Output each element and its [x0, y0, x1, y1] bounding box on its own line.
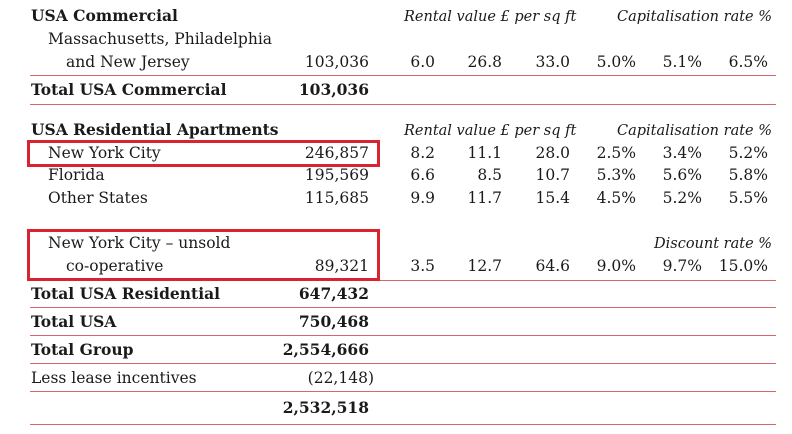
- discount-rate-header: Discount rate %: [654, 236, 773, 252]
- rate-low: 2.5%: [596, 144, 636, 162]
- row-label-line2: co-operative: [66, 257, 164, 275]
- row-label-line1: Massachusetts, Philadelphia: [48, 30, 273, 48]
- divider: [30, 363, 776, 364]
- rent-mid: 11.1: [467, 144, 502, 162]
- rental-value-header: Rental value £ per sq ft: [404, 9, 577, 25]
- rate-mid: 5.6%: [662, 166, 702, 184]
- total-value: 647,432: [298, 284, 369, 303]
- divider: [30, 104, 776, 105]
- divider: [30, 307, 776, 308]
- total-group-value: 2,554,666: [282, 340, 369, 359]
- total-label: Total USA Residential: [31, 284, 221, 303]
- total-value: 103,036: [298, 80, 369, 99]
- rental-value-header: Rental value £ per sq ft: [404, 123, 577, 139]
- rent-low: 6.0: [410, 53, 435, 71]
- rent-high: 64.6: [535, 257, 570, 275]
- rent-mid: 11.7: [467, 189, 502, 207]
- rate-high: 6.5%: [728, 53, 768, 71]
- rate-low: 9.0%: [596, 257, 636, 275]
- rent-low: 3.5: [410, 257, 435, 275]
- rent-mid: 12.7: [467, 257, 502, 275]
- rent-high: 28.0: [535, 144, 570, 162]
- rent-mid: 8.5: [477, 166, 502, 184]
- row-value: 246,857: [304, 144, 369, 162]
- row-label: Florida: [48, 166, 105, 184]
- section-heading-commercial: USA Commercial: [31, 6, 178, 25]
- rent-high: 15.4: [535, 189, 570, 207]
- rent-high: 33.0: [535, 53, 570, 71]
- row-label: New York City: [48, 144, 161, 162]
- rate-high: 5.5%: [728, 189, 768, 207]
- divider: [30, 280, 776, 281]
- lease-incentives-value: (22,148): [307, 369, 374, 387]
- rate-mid: 9.7%: [662, 257, 702, 275]
- capitalisation-rate-header: Capitalisation rate %: [617, 123, 773, 139]
- divider: [30, 424, 776, 425]
- total-usa-label: Total USA: [31, 312, 117, 331]
- rent-low: 8.2: [410, 144, 435, 162]
- row-value: 103,036: [304, 53, 369, 71]
- rate-high: 5.8%: [728, 166, 768, 184]
- divider: [30, 75, 776, 76]
- row-value: 89,321: [314, 257, 369, 275]
- highlight-box-new-york-city: [27, 140, 380, 167]
- lease-incentives-label: Less lease incentives: [31, 369, 197, 387]
- rent-low: 9.9: [410, 189, 435, 207]
- rate-high: 5.2%: [728, 144, 768, 162]
- section-heading-residential: USA Residential Apartments: [31, 120, 279, 139]
- capitalisation-rate-header: Capitalisation rate %: [617, 9, 773, 25]
- row-value: 115,685: [304, 189, 369, 207]
- rate-mid: 3.4%: [662, 144, 702, 162]
- row-label-line2: and New Jersey: [66, 53, 190, 71]
- divider: [30, 335, 776, 336]
- row-value: 195,569: [304, 166, 369, 184]
- highlight-box-unsold-co-operative: [27, 229, 380, 281]
- net-total-value: 2,532,518: [282, 398, 369, 417]
- rent-mid: 26.8: [467, 53, 502, 71]
- rate-mid: 5.1%: [662, 53, 702, 71]
- row-label: Other States: [48, 189, 148, 207]
- row-label-line1: New York City – unsold: [48, 234, 231, 252]
- rate-low: 5.3%: [596, 166, 636, 184]
- total-label: Total USA Commercial: [31, 80, 227, 99]
- rate-mid: 5.2%: [662, 189, 702, 207]
- total-group-label: Total Group: [31, 340, 134, 359]
- rate-low: 4.5%: [596, 189, 636, 207]
- rate-high: 15.0%: [718, 257, 768, 275]
- divider: [30, 391, 776, 392]
- rate-low: 5.0%: [596, 53, 636, 71]
- total-usa-value: 750,468: [298, 312, 369, 331]
- rent-high: 10.7: [535, 166, 570, 184]
- rent-low: 6.6: [410, 166, 435, 184]
